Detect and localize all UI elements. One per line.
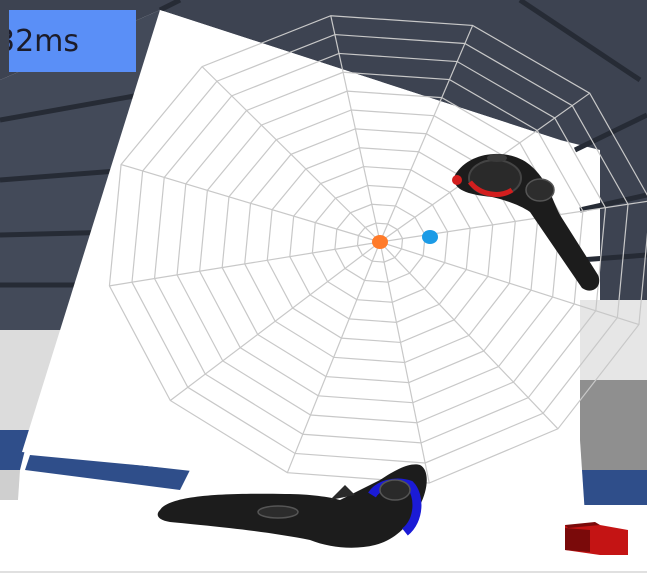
grid-spoke [169, 241, 381, 401]
latency-panel-bg [9, 10, 136, 72]
grid-spoke [109, 241, 381, 287]
grid-spoke [379, 241, 430, 484]
floor-stripe-right [580, 470, 647, 505]
grid-spoke [330, 15, 381, 243]
grid-spoke [379, 241, 559, 430]
left-controller [157, 464, 427, 548]
floor-edge [0, 470, 20, 500]
latency-panel: 32ms [9, 10, 136, 72]
grid-spoke [201, 66, 381, 243]
floor-right [580, 380, 647, 495]
latency-text: 32ms [9, 23, 80, 59]
target-board [22, 10, 585, 515]
grid-spoke [286, 241, 381, 473]
floor-cube [565, 522, 628, 555]
grid-spoke [379, 25, 474, 243]
target-grid [108, 15, 647, 484]
right-controller [452, 153, 600, 291]
hit-marker [422, 230, 438, 244]
center-marker [372, 235, 388, 249]
floor-stripe-left [0, 430, 30, 470]
grid-spoke [379, 241, 640, 326]
floor-stripe-bottom [25, 455, 190, 490]
wall-right [580, 300, 647, 380]
ceiling [0, 0, 647, 360]
grid-spoke [120, 163, 381, 243]
